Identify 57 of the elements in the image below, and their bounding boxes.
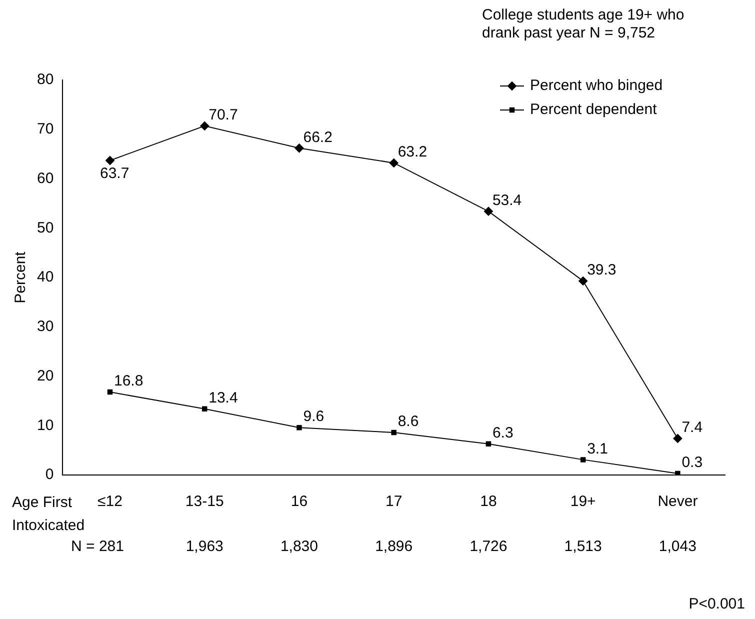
point bbox=[202, 406, 208, 412]
chart-title: College students age 19+ who drank past year N = 9,752 bbox=[482, 6, 684, 42]
y-tick-label: 40 bbox=[36, 268, 54, 286]
data-label: 66.2 bbox=[303, 128, 332, 146]
x-tick-label: ≤12 bbox=[98, 493, 122, 510]
point bbox=[486, 441, 492, 447]
point bbox=[484, 206, 493, 216]
y-tick-label: 70 bbox=[36, 120, 54, 138]
y-axis-title: Percent bbox=[12, 250, 30, 304]
text: 1,830 bbox=[280, 538, 318, 556]
y-tick-label: 80 bbox=[36, 71, 54, 88]
point bbox=[675, 470, 680, 475]
y-tick-label: 10 bbox=[36, 416, 54, 434]
x-tick-label: 18 bbox=[480, 493, 497, 510]
point bbox=[107, 389, 113, 395]
data-label: 53.4 bbox=[492, 192, 522, 209]
text: 1,896 bbox=[375, 538, 413, 556]
legend-label: Percent who binged bbox=[530, 77, 663, 94]
data-label: 3.1 bbox=[587, 440, 608, 458]
point bbox=[296, 424, 302, 430]
x-tick-label: 17 bbox=[386, 493, 402, 510]
x-tick-label: 13-15 bbox=[185, 493, 224, 510]
text: P<0.001 bbox=[688, 596, 745, 613]
x-tick-label: 19+ bbox=[570, 493, 596, 510]
data-label: 9.6 bbox=[303, 408, 324, 426]
data-label: 39.3 bbox=[587, 262, 616, 279]
data-label: 0.3 bbox=[682, 454, 703, 472]
legend-label: Percent dependent bbox=[530, 101, 658, 118]
point bbox=[578, 276, 588, 286]
data-label: 8.6 bbox=[398, 413, 419, 430]
point bbox=[389, 158, 398, 168]
x-tick-label: Never bbox=[658, 493, 698, 510]
x-axis-title: Age First Intoxicated bbox=[12, 494, 85, 534]
text: 1,043 bbox=[658, 538, 696, 556]
data-label: 6.3 bbox=[492, 424, 514, 442]
data-label: 63.2 bbox=[398, 144, 428, 161]
text: 1,513 bbox=[564, 538, 602, 556]
y-tick-label: 0 bbox=[45, 466, 54, 484]
x-tick-label: 16 bbox=[290, 493, 308, 510]
text: 1,726 bbox=[470, 538, 508, 556]
point bbox=[105, 156, 114, 165]
point bbox=[673, 434, 682, 443]
point bbox=[580, 457, 586, 462]
data-label: 63.7 bbox=[100, 165, 130, 182]
y-tick-label: 60 bbox=[36, 170, 54, 187]
y-tick-label: 20 bbox=[36, 367, 54, 384]
y-tick-label: 50 bbox=[36, 219, 54, 236]
data-label: 7.4 bbox=[682, 419, 703, 436]
data-label: 16.8 bbox=[114, 372, 144, 390]
text: N = 281 bbox=[71, 538, 124, 556]
point bbox=[294, 144, 304, 153]
point bbox=[391, 430, 396, 436]
data-label: 13.4 bbox=[208, 389, 238, 406]
data-label: 70.7 bbox=[208, 106, 238, 124]
y-tick-label: 30 bbox=[36, 318, 54, 336]
text: 1,963 bbox=[186, 538, 224, 556]
point bbox=[200, 121, 210, 130]
